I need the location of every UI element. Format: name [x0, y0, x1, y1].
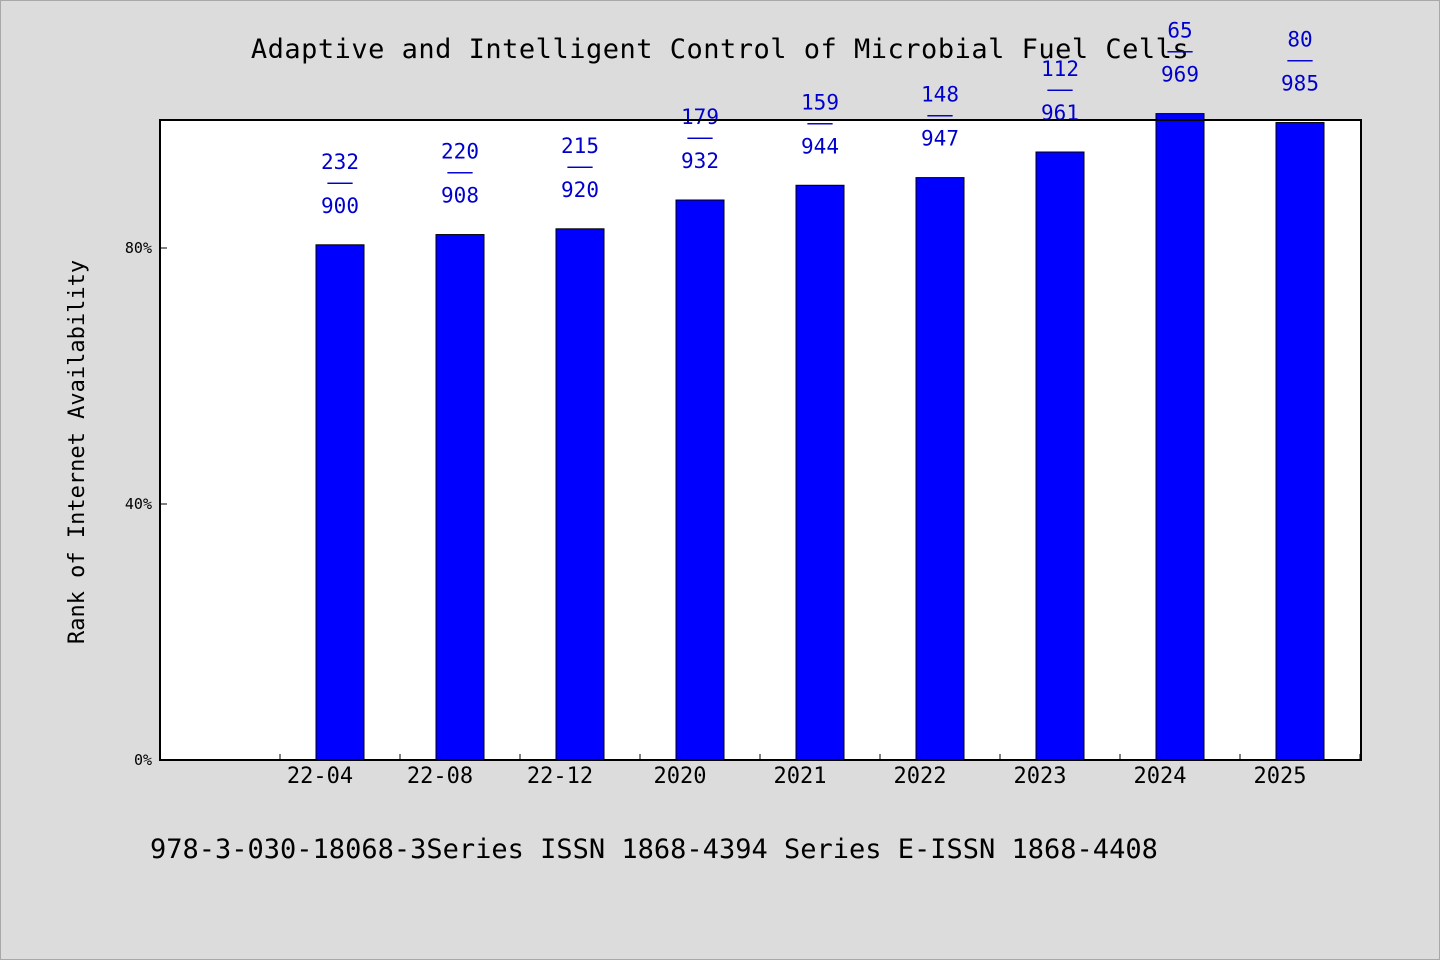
x-axis: 22-04 22-08 22-12 2020 2021 2022 2023 2024 2025 [279, 754, 1361, 789]
data-label-bottom: 947 [921, 127, 959, 151]
data-label-separator: —— [1167, 39, 1193, 63]
data-label-separator: —— [327, 170, 353, 194]
x-tick-label: 2020 [654, 764, 707, 789]
data-label-bottom: 944 [801, 134, 839, 158]
data-label-top: 220 [441, 140, 479, 164]
x-tick-label: 2022 [894, 764, 947, 789]
y-tick-label: 0% [134, 751, 152, 769]
bar-2023 [1035, 151, 1085, 761]
data-label-bottom: 985 [1281, 72, 1319, 96]
data-labels-group: 232——900220——908215——920179——932159——944… [321, 19, 1319, 218]
data-label-bottom: 969 [1161, 63, 1199, 87]
data-label-separator: —— [807, 110, 833, 134]
data-label-top: 80 [1287, 28, 1312, 52]
bar-2025 [1275, 122, 1325, 761]
y-axis: 0% 40% 80% [125, 239, 167, 769]
data-label-separator: —— [447, 160, 473, 184]
x-tick-label: 22-08 [407, 764, 473, 789]
data-label-separator: —— [927, 103, 953, 127]
data-label-separator: —— [687, 125, 713, 149]
data-label-bottom: 900 [321, 194, 359, 218]
data-label-bottom: 932 [681, 149, 719, 173]
bar-2020 [675, 199, 725, 761]
x-tick-label: 2024 [1134, 764, 1187, 789]
data-label-top: 112 [1041, 57, 1079, 81]
x-tick-label: 22-12 [527, 764, 593, 789]
data-label-top: 232 [321, 150, 359, 174]
bars-group [315, 113, 1325, 761]
y-tick-label: 40% [125, 495, 152, 513]
data-label-top: 179 [681, 105, 719, 129]
x-tick-label: 2025 [1254, 764, 1307, 789]
bar-2022 [915, 177, 965, 761]
bar-22-12 [555, 228, 605, 761]
bar-22-08 [435, 234, 485, 761]
data-label-top: 159 [801, 90, 839, 114]
bar-22-04 [315, 244, 365, 761]
x-tick-label: 2021 [774, 764, 827, 789]
data-label-bottom: 920 [561, 178, 599, 202]
bar-2024 [1155, 113, 1205, 761]
data-label-separator: —— [1287, 48, 1313, 72]
x-tick-label: 2023 [1014, 764, 1067, 789]
data-label-top: 65 [1167, 19, 1192, 43]
bar-2021 [795, 184, 845, 761]
chart-title: Adaptive and Intelligent Control of Micr… [250, 34, 1190, 65]
data-label-separator: —— [567, 154, 593, 178]
data-label-bottom: 961 [1041, 101, 1079, 125]
y-tick-label: 80% [125, 239, 152, 257]
data-label-bottom: 908 [441, 184, 479, 208]
data-label-separator: —— [1047, 77, 1073, 101]
footer-isbn-text: 978-3-030-18068-3Series ISSN 1868-4394 S… [150, 834, 1158, 865]
data-label-top: 148 [921, 83, 959, 107]
data-label-top: 215 [561, 134, 599, 158]
x-tick-label: 22-04 [287, 764, 353, 789]
y-axis-label: Rank of Internet Availability [65, 260, 90, 644]
